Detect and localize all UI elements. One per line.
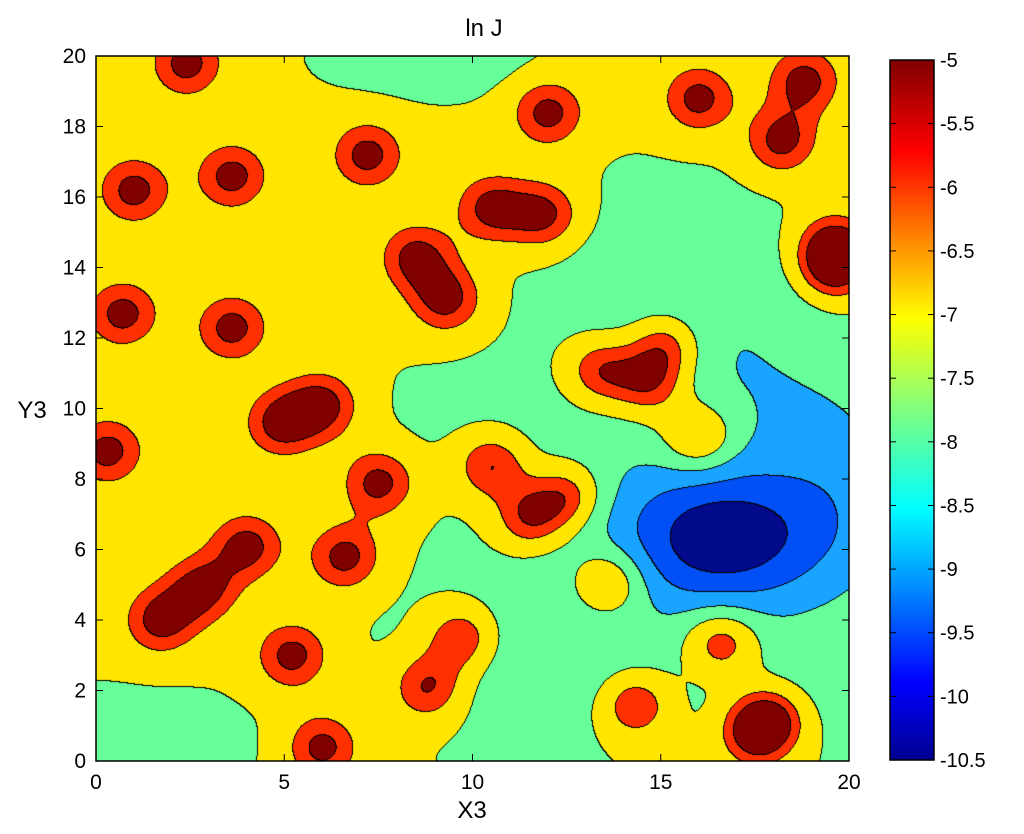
chart-title: ln J [465, 15, 502, 42]
x-tick-label: 5 [278, 771, 290, 794]
x-axis-label: X3 [457, 797, 486, 824]
x-tick-label: 15 [649, 771, 672, 794]
colorbar-tick-label: -6.5 [940, 241, 974, 263]
x-tick-label: 10 [461, 771, 484, 794]
y-axis: 0 2 4 6 8 10 12 14 16 18 20 [63, 45, 849, 773]
y-tick-label: 16 [63, 186, 86, 209]
x-tick-label: 20 [837, 771, 860, 794]
y-tick-label: 0 [74, 750, 86, 773]
colorbar: -5 -5.5 -6 -6.5 -7 -7.5 -8 -8.5 -9 -9.5 -10 -10.5 [889, 50, 986, 772]
y-axis-label: Y3 [17, 397, 46, 424]
y-tick-label: 12 [63, 327, 86, 350]
contour-field [96, 56, 849, 761]
colorbar-tick-label: -7 [940, 305, 958, 327]
x-axis: 0 5 10 15 20 [90, 56, 861, 794]
y-tick-label: 2 [74, 680, 86, 703]
contour-canvas [96, 56, 849, 761]
colorbar-gradient [889, 59, 935, 761]
colorbar-tick-label: -10 [940, 686, 969, 708]
y-tick-label: 20 [63, 45, 86, 68]
colorbar-tick-label: -9.5 [940, 623, 974, 645]
x-tick-label: 0 [90, 771, 102, 794]
colorbar-tick-label: -7.5 [940, 368, 974, 390]
colorbar-tick-label: -5 [940, 50, 958, 72]
y-tick-label: 10 [63, 398, 86, 421]
plot-area [96, 56, 849, 761]
colorbar-tick-label: -5.5 [940, 114, 974, 136]
colorbar-tick-label: -8.5 [940, 495, 974, 517]
y-tick-label: 4 [74, 609, 86, 632]
colorbar-tick-label: -9 [940, 559, 958, 581]
y-tick-label: 14 [63, 257, 87, 280]
y-tick-label: 18 [63, 116, 86, 139]
colorbar-tick-label: -6 [940, 177, 958, 199]
colorbar-tick-label: -8 [940, 432, 958, 454]
y-tick-label: 8 [74, 468, 86, 491]
colorbar-tick-label: -10.5 [940, 750, 986, 772]
y-tick-label: 6 [74, 539, 86, 562]
